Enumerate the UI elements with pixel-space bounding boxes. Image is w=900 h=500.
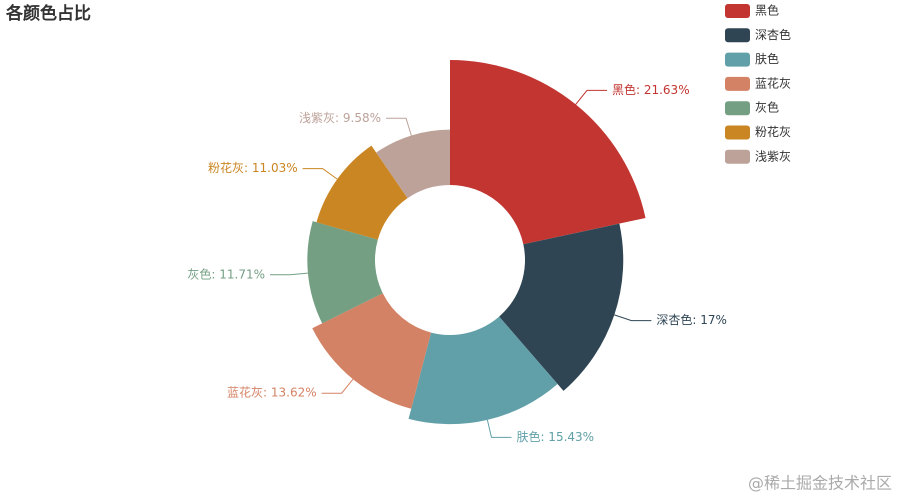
rose-slice <box>499 223 624 391</box>
legend-label: 黑色 <box>755 4 779 18</box>
label-line <box>302 168 338 180</box>
legend-label: 粉花灰 <box>755 124 791 139</box>
data-label: 浅紫灰: 9.58% <box>299 111 381 125</box>
rose-slice <box>312 293 432 409</box>
rose-slice <box>307 221 383 324</box>
legend-label: 深杏色 <box>755 28 791 42</box>
legend-swatch <box>725 76 750 91</box>
label-line <box>321 378 354 394</box>
rose-slice <box>408 316 558 425</box>
legend-label: 蓝花灰 <box>755 75 791 90</box>
legend-label: 浅紫灰 <box>755 149 791 163</box>
data-label: 黑色: 21.63% <box>612 83 690 97</box>
label-line <box>575 89 607 105</box>
legend-label: 灰色 <box>755 101 779 115</box>
watermark: @稀土掘金技术社区 <box>748 474 892 493</box>
label-line <box>486 419 512 438</box>
label-line <box>386 117 412 136</box>
data-label: 粉花灰: 11.03% <box>208 160 298 175</box>
data-label: 蓝花灰: 13.62% <box>227 385 317 400</box>
legend-swatch <box>725 101 750 116</box>
legend-swatch <box>725 4 750 18</box>
legend-label: 肤色 <box>755 51 779 66</box>
data-label: 深杏色: 17% <box>656 313 727 327</box>
legend-swatch <box>725 125 750 140</box>
data-label: 灰色: 11.71% <box>187 267 265 281</box>
rose-slice <box>376 129 450 199</box>
data-label: 肤色: 15.43% <box>516 429 594 444</box>
legend-swatch <box>725 52 750 67</box>
label-line <box>614 314 652 322</box>
legend-swatch <box>725 28 750 43</box>
rose-slice <box>316 145 408 240</box>
legend-swatch <box>725 149 750 164</box>
label-line <box>270 272 308 276</box>
rose-slice <box>450 60 646 245</box>
chart-title: 各颜色占比 <box>5 3 91 24</box>
